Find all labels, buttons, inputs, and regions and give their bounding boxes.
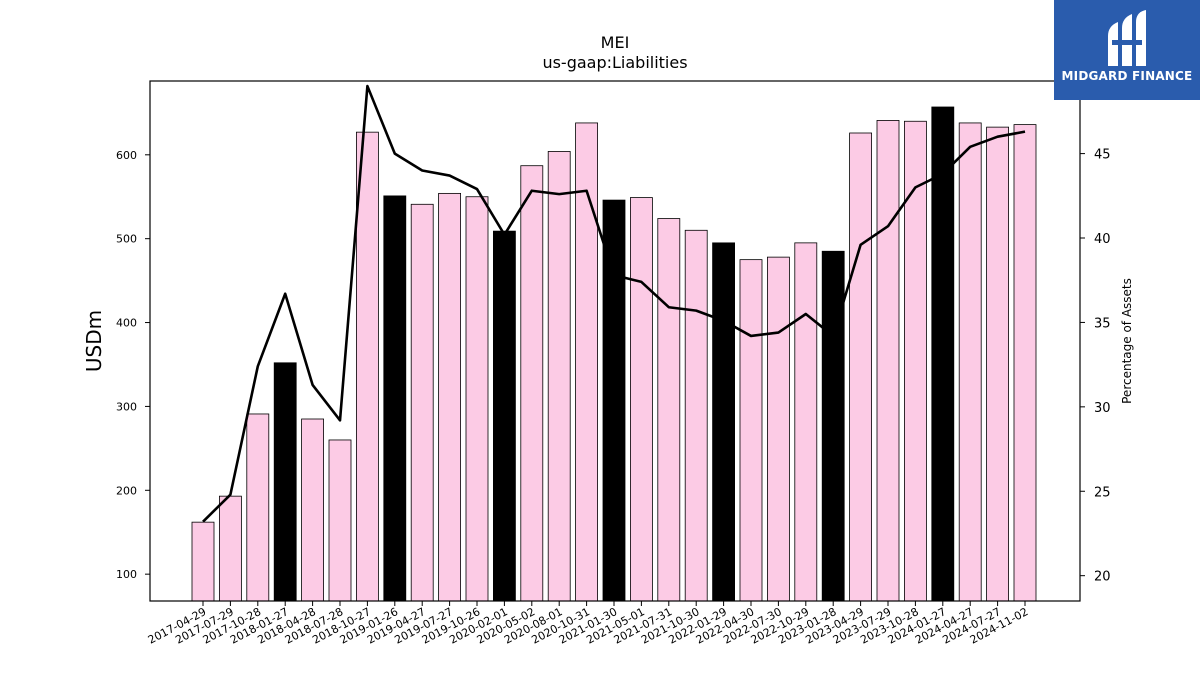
bar-2017-10-28	[246, 413, 270, 602]
y2-tick-label: 30	[1094, 401, 1111, 416]
y-tick-label: 400	[116, 317, 137, 330]
bar-2024-01-27	[931, 106, 955, 602]
y2-tick-label: 40	[1094, 232, 1111, 247]
bar-2023-07-29	[876, 120, 900, 602]
bar-2018-07-28	[328, 439, 352, 602]
bar-2023-10-28	[904, 120, 927, 602]
bar-2021-05-01	[630, 197, 653, 602]
y-tick-label: 100	[116, 568, 137, 581]
bar-2019-04-27	[410, 203, 434, 602]
chart-subtitle: us-gaap:Liabilities	[542, 53, 687, 72]
bar-2023-04-29	[849, 132, 872, 602]
percentage-line	[202, 84, 1026, 523]
y-axis-right: 20 25 30 35 40 45	[1080, 148, 1111, 585]
bar-2024-11-02	[1013, 124, 1037, 602]
y-tick-label: 200	[116, 484, 137, 497]
percentage-line-series	[202, 84, 1026, 523]
bar-2018-01-27	[273, 362, 297, 602]
midgard-logo-icon	[1108, 10, 1146, 66]
bar-2022-10-29	[794, 242, 818, 602]
bar-2017-04-29	[191, 521, 215, 602]
bar-2024-04-27	[958, 122, 982, 602]
bar-2020-05-02	[520, 165, 544, 602]
bar-2024-07-27	[986, 126, 1009, 602]
y-tick-label: 600	[116, 149, 137, 162]
bar-2021-07-31	[657, 218, 681, 602]
brand-logo-text: MIDGARD FINANCE	[1061, 69, 1193, 83]
y2-tick-label: 35	[1094, 316, 1111, 331]
bar-2019-07-27	[438, 192, 462, 602]
bar-series	[191, 106, 1037, 602]
bar-2018-10-27	[355, 131, 379, 602]
y-tick-label: 500	[116, 233, 137, 246]
bar-2019-10-26	[465, 196, 489, 602]
chart-title: MEI	[601, 33, 630, 52]
y2-tick-label: 20	[1094, 570, 1111, 585]
y2-axis-label: Percentage of Assets	[1120, 278, 1134, 404]
bar-2019-01-26	[383, 195, 407, 602]
brand-logo: MIDGARD FINANCE	[1054, 0, 1200, 100]
bar-2020-08-01	[547, 151, 571, 602]
bar-2017-07-29	[218, 495, 242, 602]
bar-2022-01-29	[712, 242, 735, 602]
bar-2022-07-30	[767, 256, 790, 602]
bar-2022-04-30	[739, 259, 763, 602]
bar-2020-02-01	[492, 230, 516, 602]
x-axis: 2017-04-292017-07-292017-10-282018-01-27…	[146, 601, 1030, 647]
y-axis-left: 100 200 300 400 500 600	[116, 149, 150, 581]
y2-tick-label: 25	[1094, 485, 1111, 500]
y-tick-label: 300	[116, 400, 137, 413]
y-axis-label: USDm	[82, 310, 106, 372]
bar-2021-01-30	[602, 199, 626, 602]
bar-2018-04-28	[301, 418, 325, 602]
bar-2023-01-28	[821, 250, 845, 602]
y2-tick-label: 45	[1094, 148, 1111, 163]
bar-2021-10-30	[684, 229, 708, 602]
plot-frame	[149, 80, 1081, 602]
